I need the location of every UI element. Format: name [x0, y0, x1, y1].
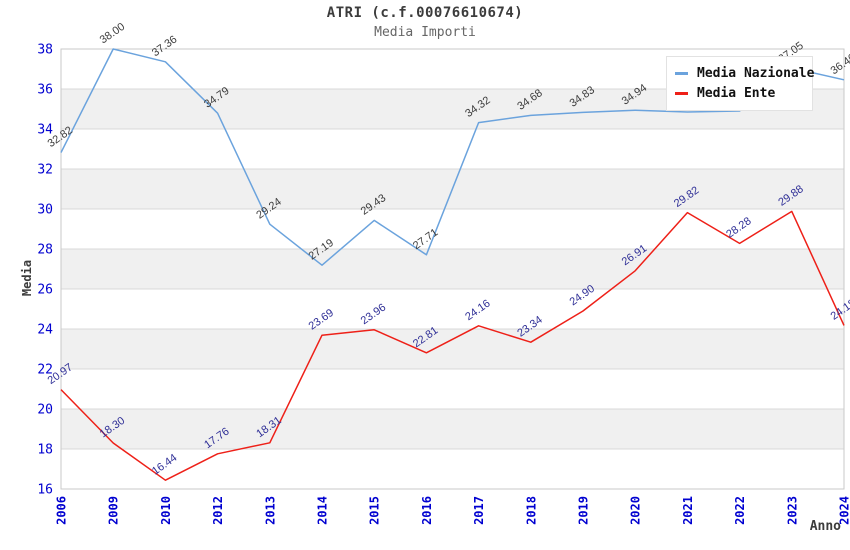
chart-subtitle: Media Importi — [374, 25, 476, 40]
band — [61, 329, 844, 369]
legend-item-media-nazionale: Media Nazionale — [675, 63, 815, 83]
y-tick-label: 32 — [37, 163, 53, 178]
y-tick-label: 26 — [37, 283, 53, 298]
data-label: 38.00 — [98, 21, 127, 47]
data-label: 23.96 — [359, 302, 388, 328]
data-label: 16.44 — [150, 452, 179, 478]
data-label: 24.16 — [463, 298, 492, 324]
x-tick-label: 2024 — [838, 496, 850, 525]
x-tick-label: 2018 — [524, 496, 538, 525]
chart-title: ATRI (c.f.00076610674) — [326, 5, 524, 21]
data-label: 36.46 — [829, 52, 850, 78]
x-tick-label: 2022 — [733, 496, 747, 525]
data-label: 24.18 — [829, 297, 850, 323]
y-tick-label: 18 — [37, 443, 53, 458]
legend-label: Media Ente — [697, 85, 776, 101]
band — [61, 409, 844, 449]
y-tick-label: 30 — [37, 203, 53, 218]
series-line-media-nazionale — [60, 48, 845, 266]
plot-frame — [60, 48, 845, 490]
series-line-media-ente — [60, 210, 845, 481]
y-tick-label: 24 — [37, 323, 53, 338]
data-label: 27.71 — [411, 227, 440, 253]
x-tick-label: 2006 — [55, 496, 69, 525]
y-tick-label: 36 — [37, 83, 53, 98]
legend: Media Nazionale Media Ente — [666, 56, 815, 111]
legend-item-media-ente: Media Ente — [675, 83, 812, 103]
legend-line-swatch-blue — [675, 71, 688, 75]
data-label: 37.36 — [150, 34, 179, 60]
x-tick-label: 2014 — [316, 496, 330, 525]
x-tick-label: 2009 — [107, 496, 121, 525]
y-tick-label: 28 — [37, 243, 53, 258]
x-tick-label: 2023 — [785, 496, 799, 525]
y-axis-title: Media — [20, 260, 34, 296]
x-tick-label: 2012 — [211, 496, 225, 525]
x-tick-label: 2013 — [263, 496, 277, 525]
y-tick-label: 38 — [37, 43, 53, 58]
y-tick-label: 20 — [37, 403, 53, 418]
y-tick-label: 16 — [37, 483, 53, 498]
x-tick-label: 2016 — [420, 496, 434, 525]
x-tick-label: 2020 — [629, 496, 643, 525]
x-tick-label: 2010 — [159, 496, 173, 525]
y-tick-label: 22 — [37, 363, 53, 378]
band — [61, 249, 844, 289]
x-axis-title: Anno — [810, 519, 841, 534]
legend-label: Media Nazionale — [697, 65, 815, 81]
x-tick-label: 2017 — [472, 496, 486, 525]
x-tick-label: 2021 — [681, 496, 695, 525]
y-tick-label: 34 — [37, 123, 53, 138]
legend-line-swatch-red — [675, 91, 688, 95]
x-tick-label: 2015 — [368, 496, 382, 525]
x-tick-label: 2019 — [577, 496, 591, 525]
